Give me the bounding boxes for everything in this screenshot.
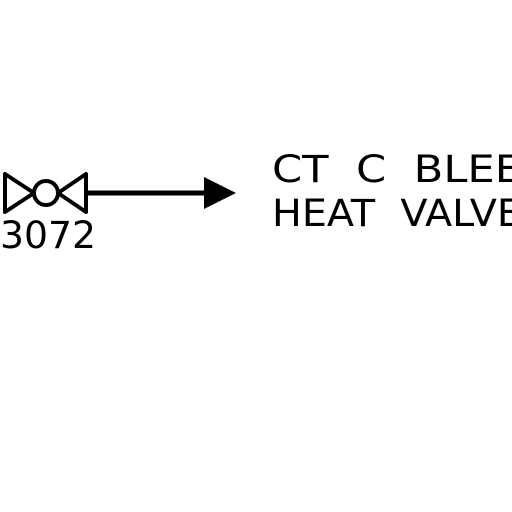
destination-line-1: CT C BLEE [272, 148, 512, 191]
valve-center-circle [32, 179, 60, 207]
valve-right-triangle [56, 172, 88, 214]
valve-left-triangle [3, 172, 36, 214]
arrow-right-icon [204, 177, 236, 209]
valve-tag: 3072 [0, 214, 96, 257]
destination-line-2: HEAT VALVE [272, 192, 512, 235]
flow-arrow [86, 177, 236, 209]
valve-icon [3, 172, 88, 214]
